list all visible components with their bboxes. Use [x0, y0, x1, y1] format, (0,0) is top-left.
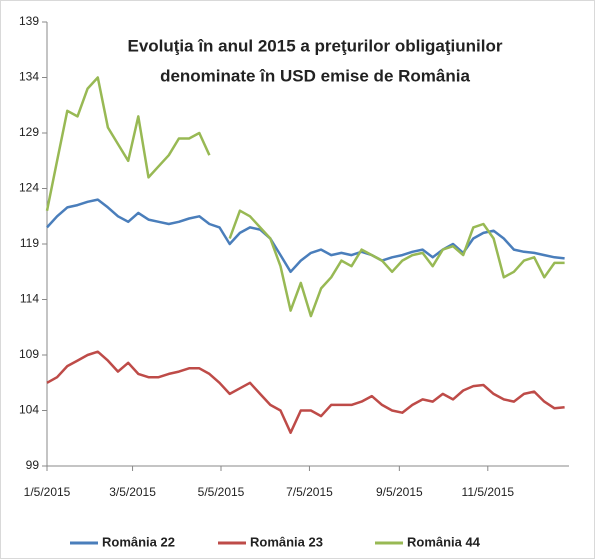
x-tick-label: 3/5/2015	[109, 485, 156, 499]
y-tick-label: 129	[19, 125, 39, 139]
legend-label: România 44	[407, 534, 481, 549]
legend-label: România 23	[250, 534, 323, 549]
series-line	[46, 350, 565, 434]
x-tick-label: 5/5/2015	[198, 485, 245, 499]
x-tick-label: 11/5/2015	[462, 485, 515, 499]
y-tick-label: 104	[19, 403, 39, 417]
y-tick-label: 114	[20, 292, 39, 306]
y-tick-label: 134	[19, 70, 39, 84]
y-tick-label: 119	[20, 236, 39, 250]
y-tick-label: 139	[19, 14, 39, 28]
y-tick-label: 109	[19, 347, 39, 361]
series-line	[45, 76, 565, 318]
x-tick-label: 9/5/2015	[376, 485, 423, 499]
x-tick-label: 7/5/2015	[286, 485, 333, 499]
chart-title: denominate în USD emise de România	[160, 66, 470, 85]
y-tick-label: 99	[26, 458, 40, 472]
x-tick-label: 1/5/2015	[24, 485, 71, 499]
y-tick-label: 124	[19, 181, 39, 195]
legend-label: România 22	[102, 534, 175, 549]
chart-title: Evoluţia în anul 2015 a preţurilor oblig…	[127, 36, 502, 55]
series-line	[46, 198, 565, 274]
